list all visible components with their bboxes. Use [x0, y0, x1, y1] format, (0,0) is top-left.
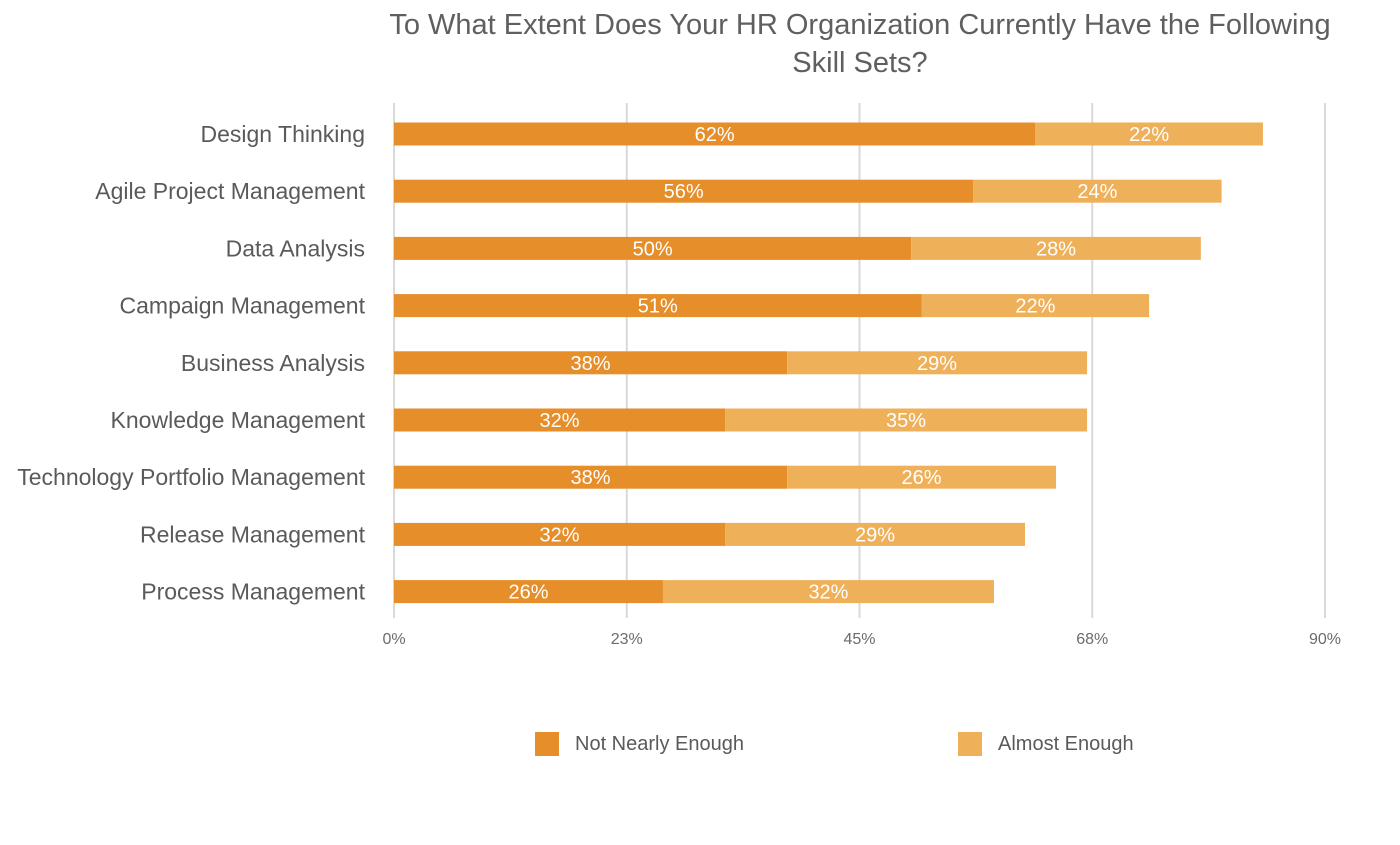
bar-not-nearly-enough [394, 294, 922, 318]
category-label: Business Analysis [181, 350, 365, 376]
bar-value-label: 38% [571, 353, 611, 375]
bar-almost-enough [787, 465, 1057, 489]
category-label: Campaign Management [120, 293, 366, 319]
bar-value-label: 32% [808, 582, 848, 604]
bar-value-label: 29% [917, 353, 957, 375]
legend-label-not-nearly-enough: Not Nearly Enough [575, 732, 744, 755]
bar-almost-enough [973, 179, 1222, 203]
x-tick-label: 68% [1076, 631, 1108, 648]
bar-almost-enough [1035, 122, 1263, 146]
legend-swatch-almost-enough [958, 732, 982, 756]
legend-swatch-not-nearly-enough [535, 732, 559, 756]
bar-not-nearly-enough [394, 408, 726, 432]
bar-almost-enough [725, 408, 1088, 432]
bar-not-nearly-enough [394, 580, 663, 604]
category-label: Design Thinking [200, 121, 365, 147]
bar-almost-enough [921, 294, 1150, 318]
category-label: Data Analysis [226, 235, 365, 261]
bar-value-label: 26% [508, 582, 548, 604]
legend-item-not-nearly-enough: Not Nearly Enough [535, 728, 744, 760]
bar-value-label: 28% [1036, 238, 1076, 260]
bar-value-label: 22% [1015, 296, 1055, 318]
bar-value-label: 24% [1077, 181, 1117, 203]
bar-not-nearly-enough [394, 236, 912, 260]
bar-value-label: 29% [855, 524, 895, 546]
legend-label-almost-enough: Almost Enough [998, 732, 1134, 755]
category-label: Knowledge Management [111, 407, 366, 433]
x-tick-label: 90% [1309, 631, 1341, 648]
bar-value-label: 62% [695, 124, 735, 146]
bar-value-label: 51% [638, 296, 678, 318]
category-label: Technology Portfolio Management [17, 464, 365, 490]
bar-almost-enough [725, 522, 1026, 546]
bar-value-label: 26% [902, 467, 942, 489]
legend: Not Nearly Enough Almost Enough [0, 728, 1400, 760]
bar-almost-enough [911, 236, 1201, 260]
bar-value-label: 38% [571, 467, 611, 489]
bar-almost-enough [662, 580, 994, 604]
bar-almost-enough [787, 351, 1088, 375]
category-label: Release Management [140, 521, 366, 547]
bar-value-label: 50% [633, 238, 673, 260]
x-tick-label: 45% [843, 631, 875, 648]
bar-not-nearly-enough [394, 465, 788, 489]
bar-not-nearly-enough [394, 122, 1036, 146]
chart-title: To What Extent Does Your HR Organization… [389, 9, 1331, 79]
bar-value-label: 32% [539, 410, 579, 432]
bar-value-label: 22% [1129, 124, 1169, 146]
bar-value-label: 35% [886, 410, 926, 432]
x-tick-label: 23% [611, 631, 643, 648]
legend-item-almost-enough: Almost Enough [958, 728, 1134, 760]
category-label: Process Management [141, 579, 365, 605]
x-tick-label: 0% [382, 631, 405, 648]
bar-not-nearly-enough [394, 522, 726, 546]
bar-not-nearly-enough [394, 351, 788, 375]
bar-value-label: 56% [664, 181, 704, 203]
bar-not-nearly-enough [394, 179, 974, 203]
category-label: Agile Project Management [95, 178, 365, 204]
bar-value-label: 32% [539, 524, 579, 546]
